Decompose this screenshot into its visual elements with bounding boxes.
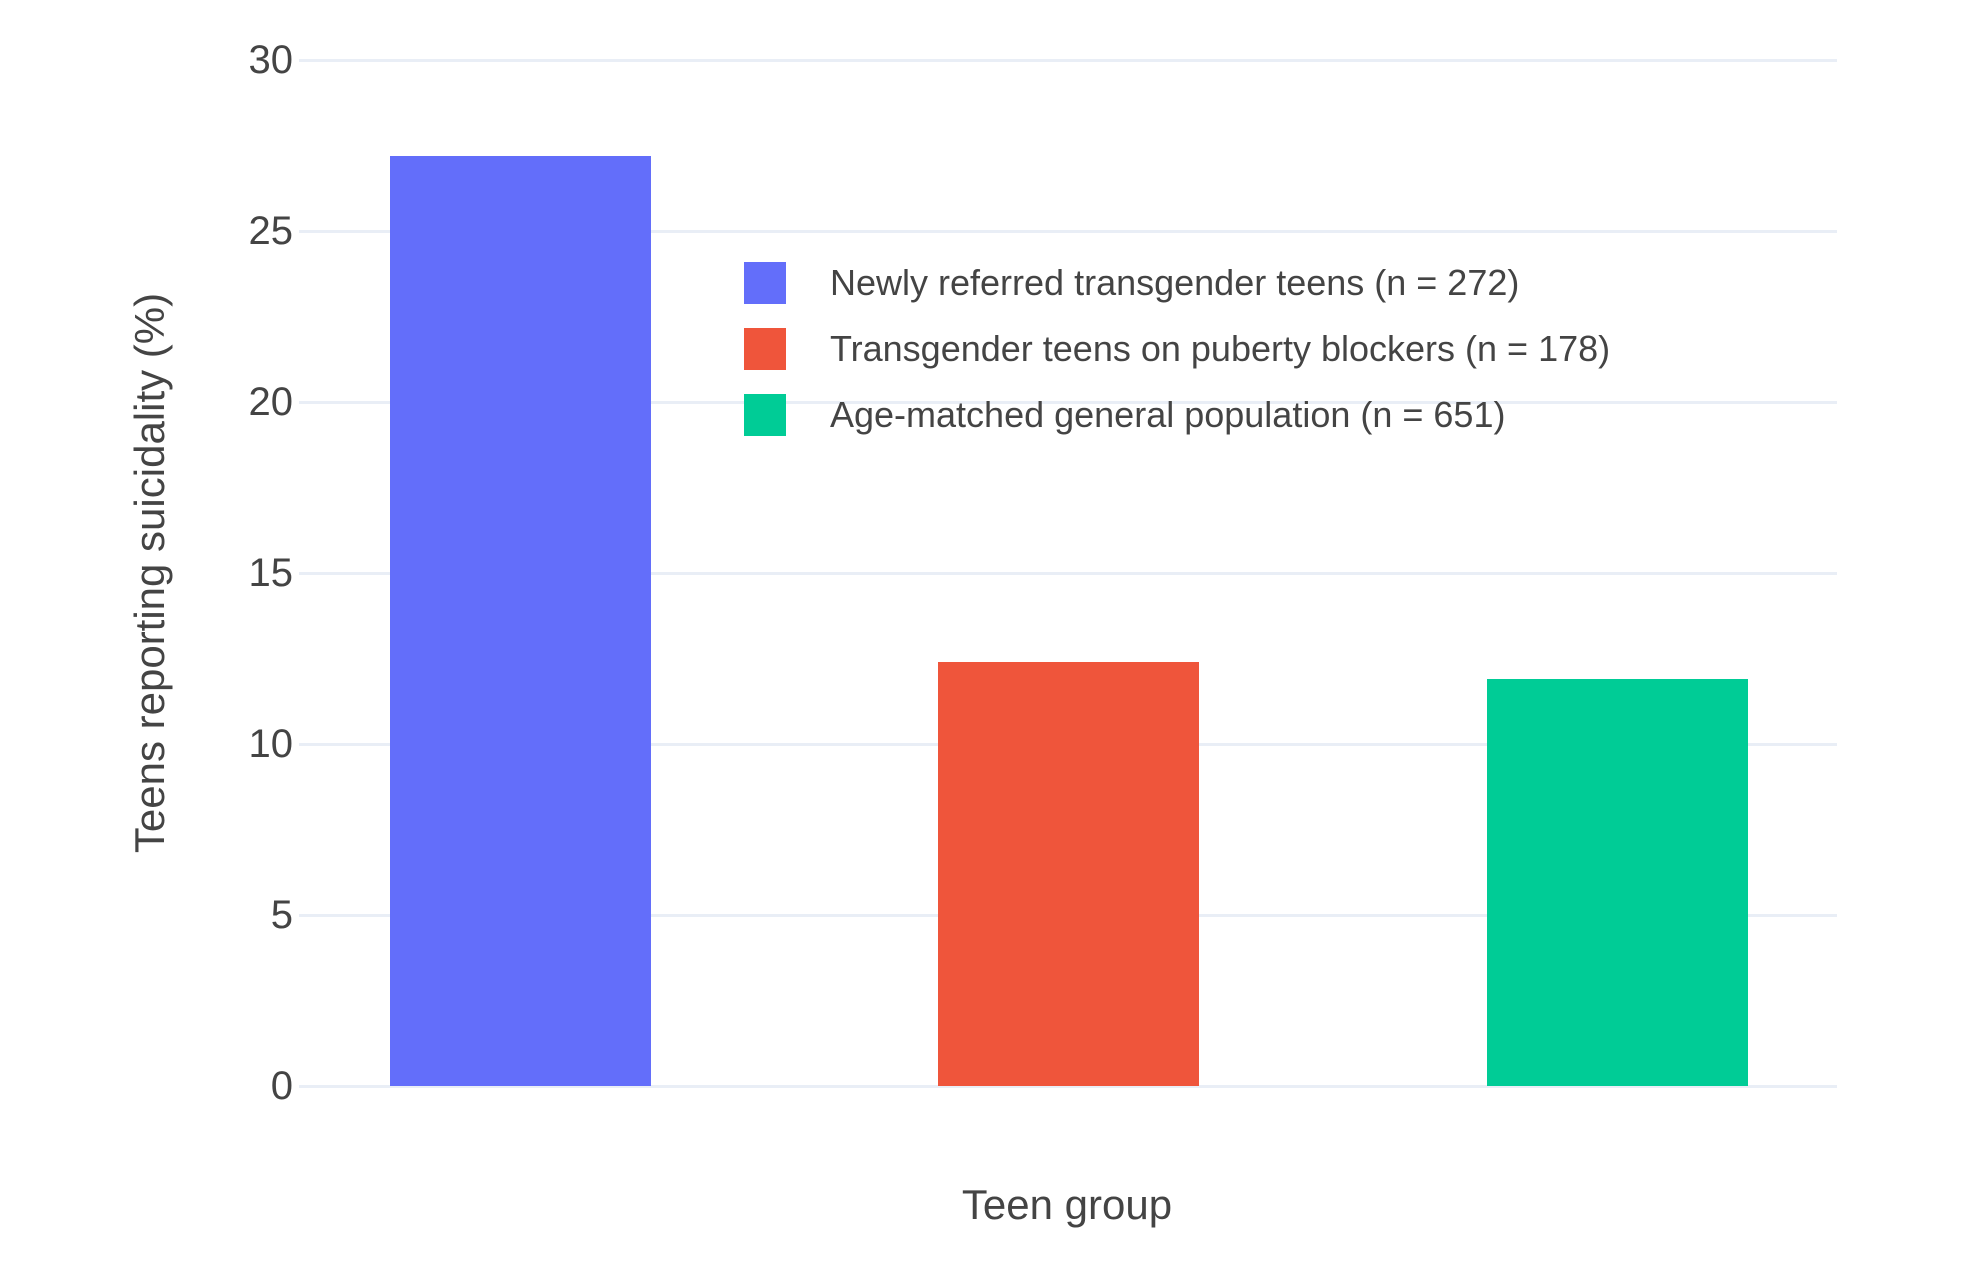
- y-tick-label: 10: [248, 722, 294, 766]
- y-tick-label: 15: [248, 551, 294, 595]
- bar-age-matched-general-population: [1486, 679, 1748, 1086]
- legend-item-newly-referred-transgender-teens[interactable]: Newly referred transgender teens (n = 27…: [744, 250, 1610, 316]
- bar-newly-referred-transgender-teens: [389, 155, 651, 1086]
- legend-label: Transgender teens on puberty blockers (n…: [830, 328, 1611, 369]
- gridline: [299, 571, 1837, 575]
- y-tick-label: 25: [248, 209, 294, 253]
- plot-area: [299, 58, 1837, 1088]
- legend-swatch-newly-referred-transgender-teens: [744, 262, 786, 304]
- y-tick-label: 20: [248, 380, 294, 424]
- legend-label: Age-matched general population (n = 651): [830, 394, 1506, 435]
- legend: Newly referred transgender teens (n = 27…: [744, 250, 1610, 448]
- y-tick-label: 0: [270, 1064, 293, 1108]
- legend-label: Newly referred transgender teens (n = 27…: [830, 262, 1520, 303]
- y-tick-label: 5: [270, 893, 293, 937]
- legend-item-age-matched-general-population[interactable]: Age-matched general population (n = 651): [744, 382, 1610, 448]
- gridline: [299, 58, 1837, 62]
- bar-transgender-teens-on-puberty-blockers: [937, 661, 1199, 1086]
- legend-swatch-age-matched-general-population: [744, 394, 786, 436]
- legend-item-transgender-teens-on-puberty-blockers[interactable]: Transgender teens on puberty blockers (n…: [744, 316, 1610, 382]
- x-axis-title: Teen group: [961, 1181, 1173, 1228]
- gridline: [299, 229, 1837, 233]
- legend-swatch-transgender-teens-on-puberty-blockers: [744, 328, 786, 370]
- gridline: [299, 400, 1837, 404]
- zero-gridline: [299, 1084, 1837, 1088]
- y-tick-label: 30: [248, 38, 294, 82]
